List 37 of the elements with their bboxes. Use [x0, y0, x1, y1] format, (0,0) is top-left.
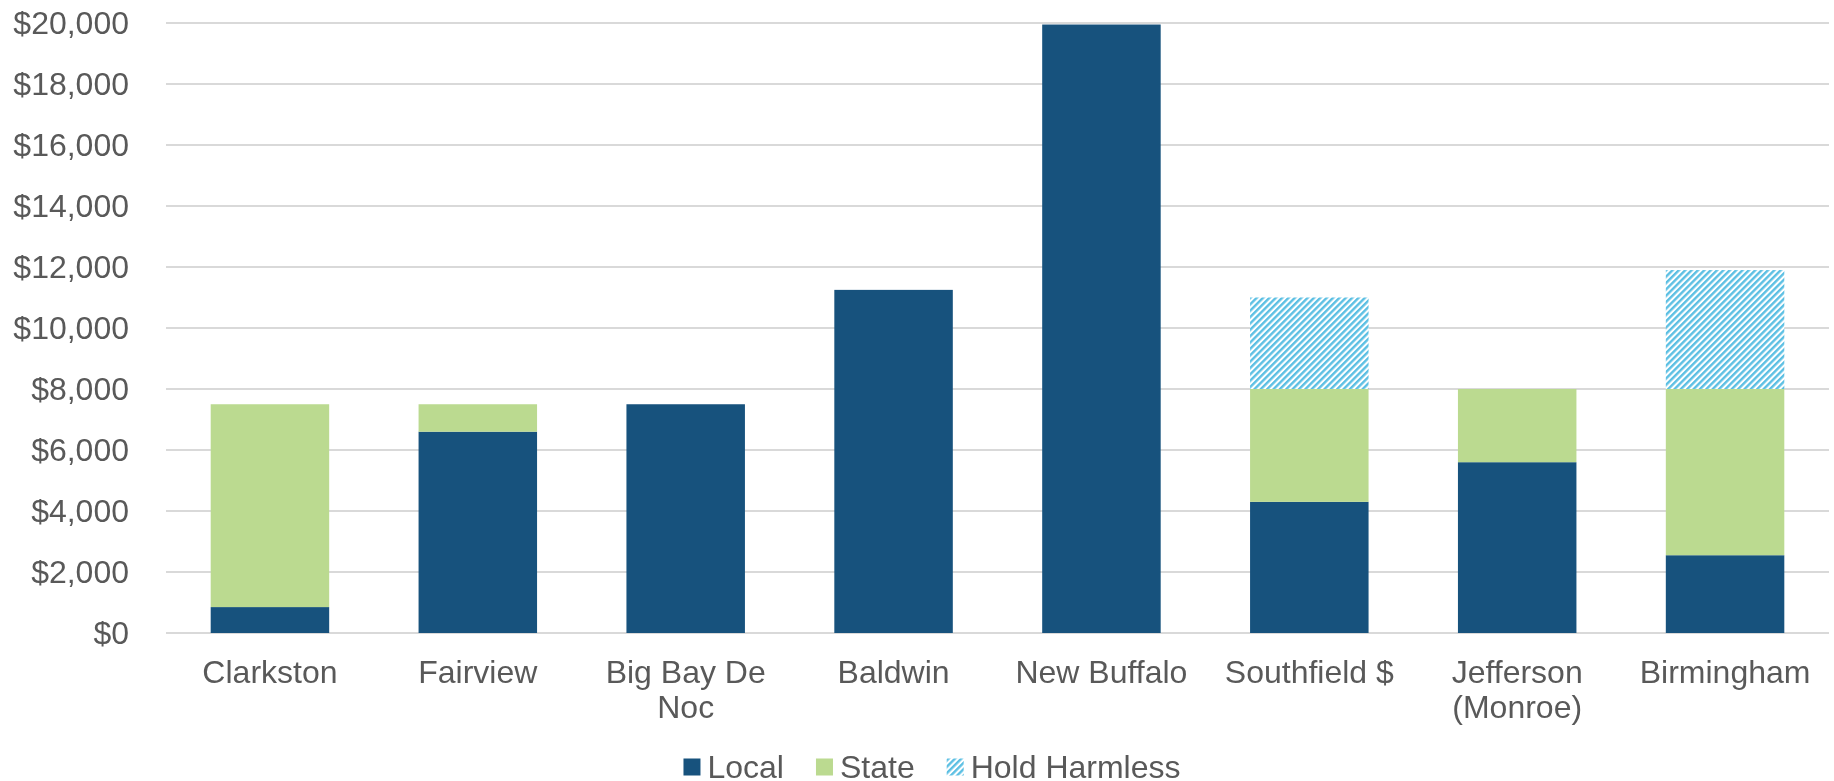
x-tick-label: Jefferson (Monroe): [1451, 654, 1583, 725]
bar: [1250, 297, 1369, 389]
legend-label: Hold Harmless: [970, 749, 1181, 781]
y-tick-label: $2,000: [31, 554, 129, 591]
y-tick-label: $14,000: [13, 188, 129, 225]
bar: [1457, 462, 1577, 633]
bar: [834, 289, 953, 633]
legend-label: Local: [707, 749, 784, 781]
bar: [418, 404, 538, 432]
x-tick-label: Southfield $: [1224, 654, 1395, 690]
bar: [1665, 270, 1785, 389]
bar: [210, 404, 330, 608]
legend-label: State: [839, 749, 915, 781]
bar: [418, 431, 538, 633]
bar: [210, 607, 330, 633]
y-tick-label: $16,000: [13, 127, 129, 164]
bar: [1665, 389, 1785, 556]
y-tick-label: $0: [93, 615, 129, 652]
x-tick-label: Baldwin: [837, 654, 950, 690]
y-tick-label: $8,000: [31, 371, 129, 408]
y-tick-label: $10,000: [13, 310, 129, 347]
y-tick-label: $4,000: [31, 493, 129, 530]
bar: [1457, 389, 1577, 463]
bar: [1250, 389, 1369, 502]
bar: [1042, 24, 1161, 633]
y-tick-label: $12,000: [13, 249, 129, 286]
y-tick-label: $18,000: [13, 66, 129, 103]
bar: [1250, 501, 1369, 633]
x-tick-label: Big Bay De Noc: [605, 654, 766, 725]
x-tick-label: Clarkston: [202, 654, 338, 690]
x-tick-label: New Buffalo: [1015, 654, 1188, 690]
bar: [626, 404, 745, 633]
y-tick-label: $6,000: [31, 432, 129, 469]
x-tick-label: Fairview: [418, 654, 539, 690]
y-tick-label: $20,000: [13, 5, 129, 42]
x-tick-label: Birmingham: [1639, 654, 1811, 690]
bar: [1665, 555, 1785, 633]
